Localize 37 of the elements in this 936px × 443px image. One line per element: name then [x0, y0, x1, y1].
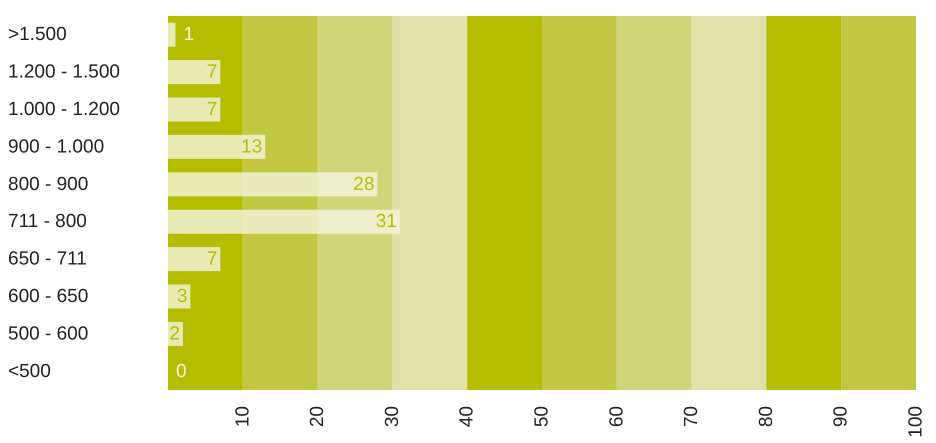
y-tick-label: 600 - 650: [8, 286, 88, 307]
data-label: 7: [206, 248, 218, 270]
x-tick-label: 100: [906, 406, 926, 438]
x-tick-label: 80: [756, 406, 777, 428]
x-tick-label: 20: [307, 406, 328, 428]
y-tick-label: 800 - 900: [8, 174, 88, 195]
data-label: 0: [176, 360, 187, 382]
bar: [168, 172, 378, 196]
x-tick-label: 70: [681, 406, 702, 428]
x-tick-label: 30: [382, 406, 403, 428]
bar: [168, 210, 400, 234]
y-tick-label: 1.200 - 1.500: [8, 62, 120, 83]
bar: [168, 247, 220, 272]
data-label: 31: [376, 211, 397, 232]
x-tick-label: 90: [830, 406, 852, 428]
data-label: 1: [183, 24, 194, 46]
x-tick-label: 10: [232, 406, 254, 428]
bar: [168, 60, 220, 84]
y-tick-label: >1.500: [8, 24, 67, 46]
data-label: 28: [353, 174, 374, 195]
data-label: 13: [241, 136, 262, 158]
y-tick-label: 500 - 600: [8, 323, 88, 344]
bar: [168, 22, 176, 47]
data-label: 2: [169, 323, 180, 344]
y-tick-label: <500: [8, 360, 51, 382]
y-tick-label: 650 - 711: [8, 248, 87, 270]
y-tick-label: 900 - 1.000: [8, 136, 104, 158]
x-tick-label: 60: [606, 406, 628, 428]
x-tick-label: 50: [532, 406, 552, 428]
bar: [168, 134, 266, 159]
y-tick-label: 1.000 - 1.200: [8, 99, 120, 120]
x-tick-label: 40: [456, 406, 478, 428]
bar: [168, 98, 220, 122]
y-tick-label: 711 - 800: [8, 211, 87, 232]
data-label: 7: [206, 62, 218, 83]
data-label: 7: [206, 99, 218, 120]
data-label: 3: [176, 286, 188, 307]
